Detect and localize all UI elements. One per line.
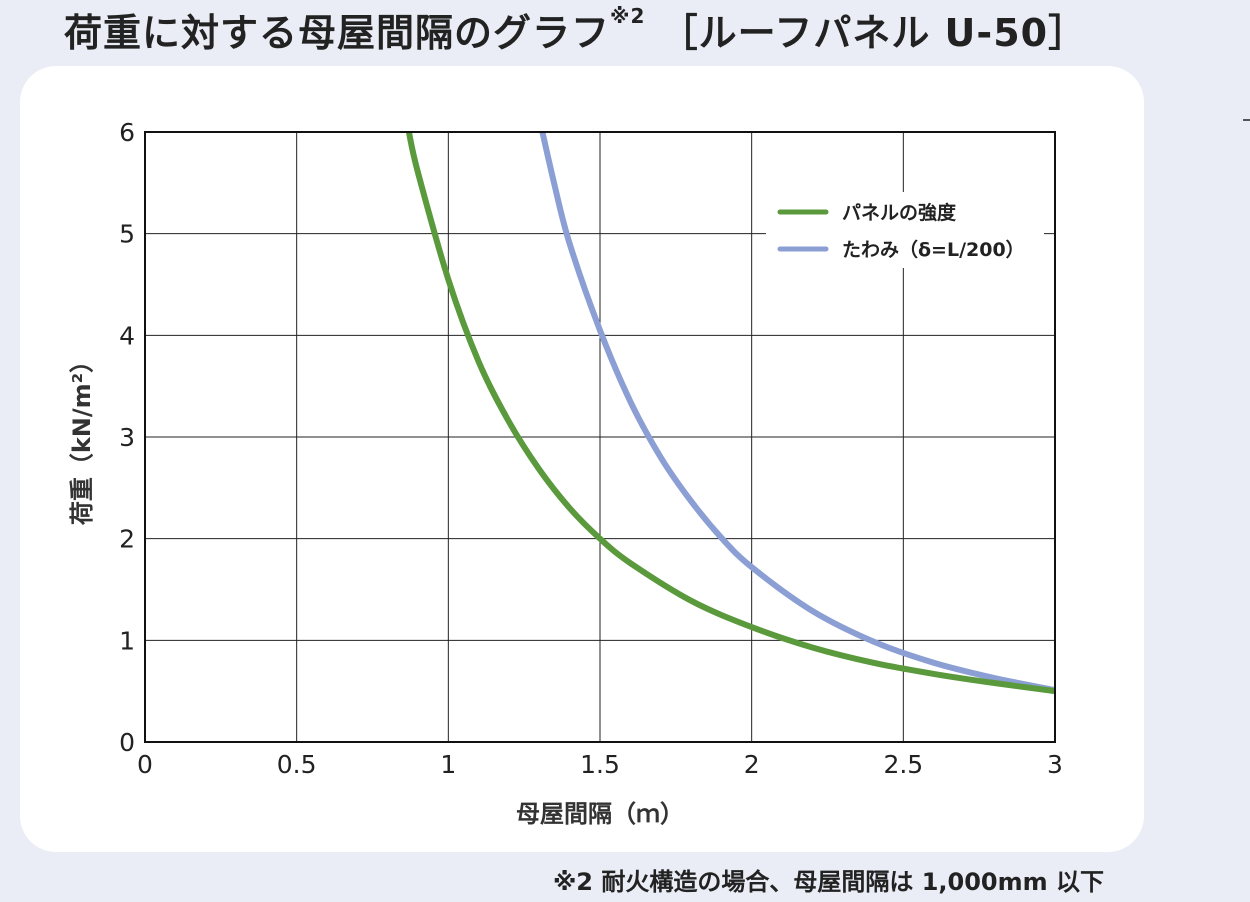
edge-mark: [1243, 119, 1250, 121]
title-main: 荷重に対する母屋間隔のグラフ: [64, 11, 611, 55]
x-axis-title: 母屋間隔（ｍ）: [516, 800, 684, 828]
legend-label-strength: パネルの強度: [842, 201, 957, 224]
x-tick-label: 2: [744, 750, 760, 779]
x-tick-label: 0.5: [277, 750, 317, 779]
x-tick-label: 1.5: [580, 750, 620, 779]
legend-label-deflection: たわみ（δ=L/200）: [842, 238, 1025, 261]
series-line-deflection: [539, 132, 1055, 694]
y-axis-title: 荷重（kN/m²）: [68, 349, 96, 525]
y-tick-label: 6: [119, 118, 135, 147]
title-note-mark: ※2: [610, 4, 646, 28]
legend-background: [766, 192, 1044, 268]
plot-frame: [144, 131, 1056, 743]
x-tick-label: 2.5: [883, 750, 923, 779]
series-group: [405, 132, 1055, 695]
y-tick-label: 4: [119, 321, 135, 350]
y-tick-label: 5: [119, 220, 135, 249]
legend: パネルの強度 たわみ（δ=L/200）: [766, 192, 1044, 268]
y-tick-label: 1: [119, 626, 135, 655]
x-tick-label: 1: [440, 750, 456, 779]
footnote: ※2 耐火構造の場合、母屋間隔は 1,000mm 以下: [552, 868, 1104, 896]
tick-labels: 0 0.5 1 1.5 2 2.5 3 0 1 2 3 4 5 6: [119, 118, 1063, 779]
y-tick-label: 0: [119, 728, 135, 757]
y-tick-label: 2: [119, 525, 135, 554]
page-title: 荷重に対する母屋間隔のグラフ※2 ［ルーフパネル U-50］: [64, 2, 1087, 57]
title-product: ［ルーフパネル U-50］: [659, 11, 1088, 55]
x-tick-label: 0: [137, 750, 153, 779]
series-line-strength: [405, 132, 1055, 695]
x-tick-label: 3: [1047, 750, 1063, 779]
y-tick-label: 3: [119, 423, 135, 452]
